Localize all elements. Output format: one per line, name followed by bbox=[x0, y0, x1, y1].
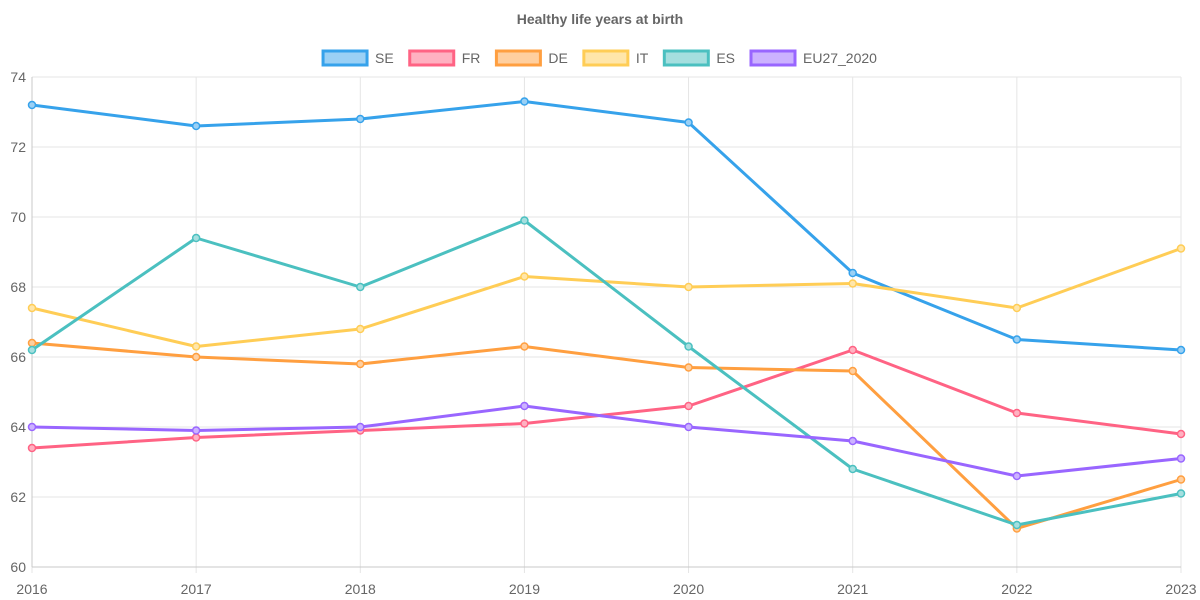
data-point[interactable] bbox=[520, 272, 529, 281]
data-point[interactable] bbox=[27, 303, 37, 313]
legend-swatch bbox=[582, 49, 630, 67]
data-point[interactable] bbox=[684, 282, 693, 292]
data-point[interactable] bbox=[1176, 454, 1186, 463]
legend-label: DE bbox=[548, 50, 567, 66]
series-se bbox=[27, 97, 1186, 355]
legend-label: ES bbox=[716, 50, 735, 66]
y-tick-label: 62 bbox=[10, 489, 26, 505]
data-point[interactable] bbox=[191, 121, 201, 131]
data-point[interactable] bbox=[1012, 520, 1022, 530]
legend-item-se[interactable]: SE bbox=[321, 49, 394, 67]
legend-swatch bbox=[749, 49, 797, 67]
data-point[interactable] bbox=[684, 118, 693, 127]
legend-swatch bbox=[662, 49, 710, 67]
legend-item-es[interactable]: ES bbox=[662, 49, 735, 67]
x-tick-label: 2021 bbox=[837, 581, 868, 597]
data-point[interactable] bbox=[1012, 335, 1022, 344]
x-tick-label: 2016 bbox=[16, 581, 47, 597]
data-point[interactable] bbox=[1012, 303, 1022, 313]
data-point[interactable] bbox=[1176, 429, 1186, 439]
series-group bbox=[27, 97, 1186, 533]
data-point[interactable] bbox=[684, 342, 693, 351]
axes: 60 62 64 66 68 70 72 74 2016 2017 2018 2019 2020 2021… bbox=[10, 69, 1196, 597]
legend: SE FR DE IT ES EU27_2020 bbox=[321, 49, 877, 67]
data-point[interactable] bbox=[684, 363, 693, 372]
x-tick-label: 2022 bbox=[1001, 581, 1032, 597]
data-point[interactable] bbox=[848, 279, 857, 288]
data-point[interactable] bbox=[848, 268, 857, 278]
legend-label: FR bbox=[462, 50, 481, 66]
series-es bbox=[27, 216, 1186, 530]
data-point[interactable] bbox=[1176, 244, 1186, 253]
data-point[interactable] bbox=[356, 114, 365, 124]
legend-swatch bbox=[321, 49, 369, 67]
data-point[interactable] bbox=[356, 422, 365, 432]
series-it bbox=[27, 244, 1186, 351]
y-tick-label: 68 bbox=[10, 279, 26, 295]
data-point[interactable] bbox=[356, 324, 365, 334]
data-point[interactable] bbox=[191, 342, 201, 351]
grid bbox=[31, 76, 1182, 573]
data-point[interactable] bbox=[848, 464, 857, 474]
data-point[interactable] bbox=[356, 282, 365, 292]
x-tick-label: 2017 bbox=[181, 581, 212, 597]
data-point[interactable] bbox=[1012, 408, 1022, 418]
legend-label: EU27_2020 bbox=[803, 50, 877, 66]
x-tick-label: 2020 bbox=[673, 581, 704, 597]
data-point[interactable] bbox=[27, 422, 37, 432]
legend-item-de[interactable]: DE bbox=[494, 49, 568, 67]
legend-item-eu27_2020[interactable]: EU27_2020 bbox=[749, 49, 877, 67]
legend-item-it[interactable]: IT bbox=[582, 49, 649, 67]
legend-label: IT bbox=[636, 50, 649, 66]
y-tick-label: 64 bbox=[10, 419, 26, 435]
series-line bbox=[30, 219, 1183, 527]
data-point[interactable] bbox=[520, 97, 529, 106]
data-point[interactable] bbox=[191, 233, 201, 243]
data-point[interactable] bbox=[356, 359, 365, 369]
y-tick-label: 70 bbox=[10, 209, 26, 225]
data-point[interactable] bbox=[27, 338, 37, 348]
x-tick-label: 2023 bbox=[1165, 581, 1196, 597]
data-point[interactable] bbox=[848, 366, 857, 376]
y-tick-label: 66 bbox=[10, 349, 26, 365]
series-eu27_2020 bbox=[27, 401, 1186, 481]
legend-label: SE bbox=[375, 50, 394, 66]
data-point[interactable] bbox=[27, 443, 37, 453]
legend-item-fr[interactable]: FR bbox=[408, 49, 481, 67]
series-line bbox=[30, 404, 1183, 478]
x-tick-label: 2018 bbox=[345, 581, 376, 597]
series-line bbox=[30, 100, 1183, 352]
series-line bbox=[30, 348, 1183, 450]
data-point[interactable] bbox=[1176, 475, 1186, 484]
data-point[interactable] bbox=[520, 419, 529, 428]
data-point[interactable] bbox=[1176, 345, 1186, 355]
data-point[interactable] bbox=[27, 100, 37, 110]
chart-title: Healthy life years at birth bbox=[517, 11, 684, 27]
data-point[interactable] bbox=[848, 345, 857, 355]
data-point[interactable] bbox=[191, 433, 201, 442]
legend-swatch bbox=[494, 49, 542, 67]
series-fr bbox=[27, 345, 1186, 453]
series-de bbox=[27, 338, 1186, 533]
data-point[interactable] bbox=[520, 401, 529, 411]
data-point[interactable] bbox=[191, 426, 201, 435]
data-point[interactable] bbox=[520, 342, 529, 351]
y-tick-label: 60 bbox=[10, 559, 26, 575]
data-point[interactable] bbox=[684, 401, 693, 411]
data-point[interactable] bbox=[1176, 489, 1186, 498]
data-point[interactable] bbox=[848, 436, 857, 446]
x-tick-label: 2019 bbox=[509, 581, 540, 597]
legend-swatch bbox=[408, 49, 456, 67]
data-point[interactable] bbox=[684, 422, 693, 432]
data-point[interactable] bbox=[1012, 471, 1022, 481]
y-tick-label: 72 bbox=[10, 139, 26, 155]
y-tick-label: 74 bbox=[10, 69, 26, 85]
series-line bbox=[30, 341, 1183, 530]
series-line bbox=[30, 247, 1183, 348]
data-point[interactable] bbox=[27, 345, 37, 355]
data-point[interactable] bbox=[191, 352, 201, 362]
data-point[interactable] bbox=[520, 216, 529, 225]
